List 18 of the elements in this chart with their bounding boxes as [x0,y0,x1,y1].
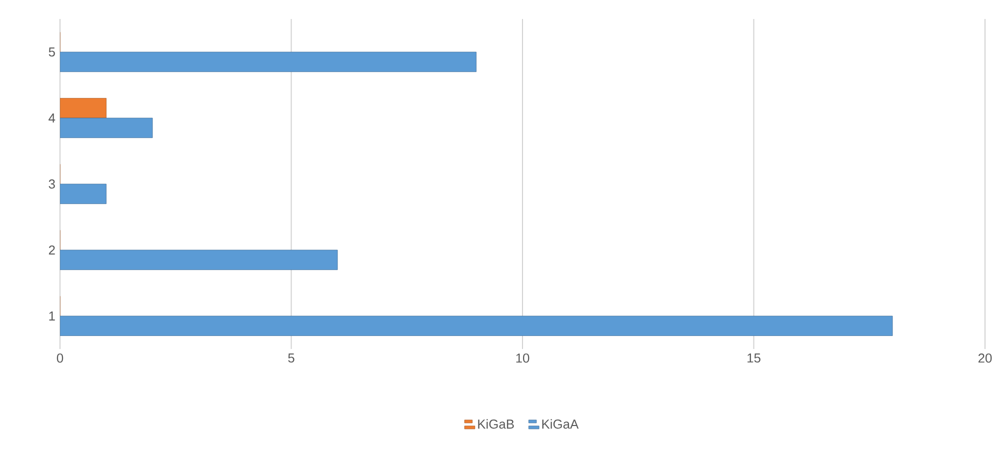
legend-label: KiGaB [478,419,514,429]
bar [60,184,106,204]
x-tick-label: 10 [516,354,530,363]
x-tick-label: 15 [748,354,760,363]
y-tick-label: 3 [48,179,55,189]
y-tick-label: 4 [48,114,56,122]
bar [60,98,106,118]
bar [60,250,338,270]
x-tick-label: 20 [978,354,992,363]
x-tick-label: 0 [56,354,64,363]
bar [60,118,153,138]
y-tick-label: 1 [49,312,55,320]
x-tick-label: 5 [288,354,294,363]
y-tick-label: 2 [48,245,55,255]
bar [60,52,476,72]
legend-label: KiGaA [542,419,579,429]
bar [60,316,893,336]
y-tick-label: 5 [48,47,55,57]
